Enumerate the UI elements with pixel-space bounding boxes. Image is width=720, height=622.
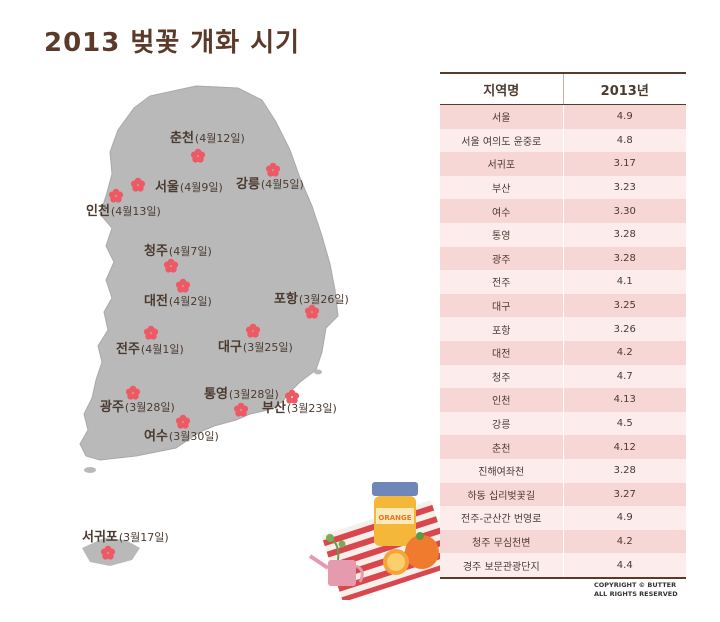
table-header-row: 지역명 2013년 bbox=[440, 72, 686, 105]
city-label-yeosu: 여수(3월30일) bbox=[144, 428, 219, 444]
table-row: 강릉 4.5 bbox=[440, 411, 686, 436]
city-label-chuncheon: 춘천(4월12일) bbox=[170, 131, 245, 146]
watering-can-icon bbox=[308, 534, 364, 586]
island bbox=[314, 369, 322, 375]
table-row: 포항 3.26 bbox=[440, 317, 686, 341]
table-row: 경주 보문관광단지 4.4 bbox=[440, 553, 686, 579]
copyright-line: COPYRIGHT © BUTTER bbox=[594, 581, 677, 589]
column-header-year: 2013년 bbox=[563, 72, 686, 105]
mainland-shape bbox=[79, 85, 339, 461]
table-row: 춘천 4.12 bbox=[440, 435, 686, 459]
korea-map: 춘천(4월12일) 서울(4월9일) 강릉(4월5일) 인천(4월13일) 청주… bbox=[79, 85, 349, 566]
island bbox=[93, 449, 103, 455]
table-row: 진해여좌천 3.28 bbox=[440, 458, 686, 483]
table-row: 여수 3.30 bbox=[440, 199, 686, 223]
city-label-seoul: 서울(4월9일) bbox=[155, 179, 223, 195]
city-label-jeonju: 전주(4월1일) bbox=[116, 341, 184, 357]
jam-jar-icon: ORANGE bbox=[372, 482, 418, 546]
table-row: 부산 3.23 bbox=[440, 175, 686, 200]
city-label-incheon: 인천(4월13일) bbox=[86, 203, 161, 219]
bloom-table: 지역명 2013년 서울 4.9 서울 여의도 윤중로 4.8 서귀포 3.17 부산… bbox=[440, 72, 686, 579]
copyright-notice: COPYRIGHT © BUTTER ALL RIGHTS RESERVED bbox=[594, 581, 678, 599]
jar-label: ORANGE bbox=[378, 514, 411, 522]
table-row: 서귀포 3.17 bbox=[440, 152, 686, 176]
table-row: 전주-군산간 번영로 4.9 bbox=[440, 506, 686, 530]
city-label-pohang: 포항(3월26일) bbox=[274, 291, 349, 307]
city-label-daejeon: 대전(4월2일) bbox=[144, 293, 212, 309]
column-header-region: 지역명 bbox=[440, 72, 564, 105]
city-label-busan: 부산(3월23일) bbox=[262, 400, 337, 416]
city-label-seogwipo: 서귀포(3월17일) bbox=[82, 529, 169, 545]
city-label-tongyeong: 통영(3월28일) bbox=[204, 387, 279, 402]
island bbox=[84, 467, 96, 473]
orange-icon bbox=[383, 532, 439, 575]
table-row: 대구 3.25 bbox=[440, 293, 686, 318]
table-row: 청주 무심천변 4.2 bbox=[440, 529, 686, 554]
city-label-daegu: 대구(3월25일) bbox=[218, 340, 293, 355]
table-row: 통영 3.28 bbox=[440, 222, 686, 247]
page-title: 2013 벚꽃 개화 시기 bbox=[44, 28, 301, 58]
city-label-cheongju: 청주(4월7일) bbox=[144, 243, 212, 259]
table-row: 서울 4.9 bbox=[440, 104, 686, 129]
rights-line: ALL RIGHTS RESERVED bbox=[594, 590, 678, 598]
table-row: 하동 십리벚꽃길 3.27 bbox=[440, 482, 686, 507]
table-row: 광주 3.28 bbox=[440, 246, 686, 271]
table-row: 대전 4.2 bbox=[440, 340, 686, 365]
table-row: 인천 4.13 bbox=[440, 388, 686, 412]
city-label-gangneung: 강릉(4월5일) bbox=[236, 176, 304, 192]
picnic-illustration: ORANGE bbox=[308, 482, 450, 600]
table-row: 청주 4.7 bbox=[440, 364, 686, 389]
table-row: 전주 4.1 bbox=[440, 270, 686, 294]
table-row: 서울 여의도 윤중로 4.8 bbox=[440, 128, 686, 153]
city-label-gwangju: 광주(3월28일) bbox=[100, 400, 175, 415]
